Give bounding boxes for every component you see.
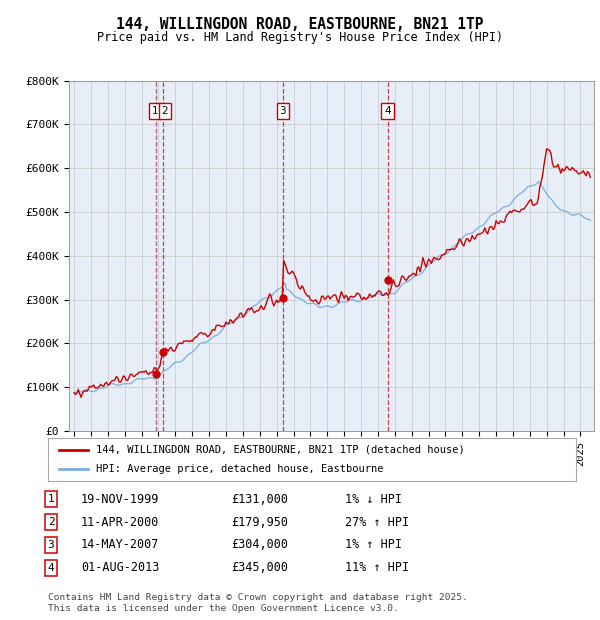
Text: 1% ↑ HPI: 1% ↑ HPI bbox=[345, 539, 402, 551]
Bar bbox=[283, 81, 388, 431]
Text: 3: 3 bbox=[280, 106, 286, 117]
Text: 01-AUG-2013: 01-AUG-2013 bbox=[81, 562, 160, 574]
Text: £345,000: £345,000 bbox=[231, 562, 288, 574]
Text: Contains HM Land Registry data © Crown copyright and database right 2025.
This d: Contains HM Land Registry data © Crown c… bbox=[48, 593, 468, 613]
Text: 2: 2 bbox=[161, 106, 168, 117]
Text: £304,000: £304,000 bbox=[231, 539, 288, 551]
Text: 14-MAY-2007: 14-MAY-2007 bbox=[81, 539, 160, 551]
Text: 27% ↑ HPI: 27% ↑ HPI bbox=[345, 516, 409, 528]
Text: 1: 1 bbox=[47, 494, 55, 504]
Text: 4: 4 bbox=[385, 106, 391, 117]
Text: 1% ↓ HPI: 1% ↓ HPI bbox=[345, 493, 402, 505]
Text: 11-APR-2000: 11-APR-2000 bbox=[81, 516, 160, 528]
Text: 2: 2 bbox=[47, 517, 55, 527]
Text: 19-NOV-1999: 19-NOV-1999 bbox=[81, 493, 160, 505]
Text: HPI: Average price, detached house, Eastbourne: HPI: Average price, detached house, East… bbox=[95, 464, 383, 474]
Text: 144, WILLINGDON ROAD, EASTBOURNE, BN21 1TP (detached house): 144, WILLINGDON ROAD, EASTBOURNE, BN21 1… bbox=[95, 445, 464, 454]
Text: Price paid vs. HM Land Registry's House Price Index (HPI): Price paid vs. HM Land Registry's House … bbox=[97, 31, 503, 43]
Text: 1: 1 bbox=[151, 106, 158, 117]
Text: 11% ↑ HPI: 11% ↑ HPI bbox=[345, 562, 409, 574]
Text: 4: 4 bbox=[47, 563, 55, 573]
Text: 3: 3 bbox=[47, 540, 55, 550]
Text: £131,000: £131,000 bbox=[231, 493, 288, 505]
Text: £179,950: £179,950 bbox=[231, 516, 288, 528]
Text: 144, WILLINGDON ROAD, EASTBOURNE, BN21 1TP: 144, WILLINGDON ROAD, EASTBOURNE, BN21 1… bbox=[116, 17, 484, 32]
